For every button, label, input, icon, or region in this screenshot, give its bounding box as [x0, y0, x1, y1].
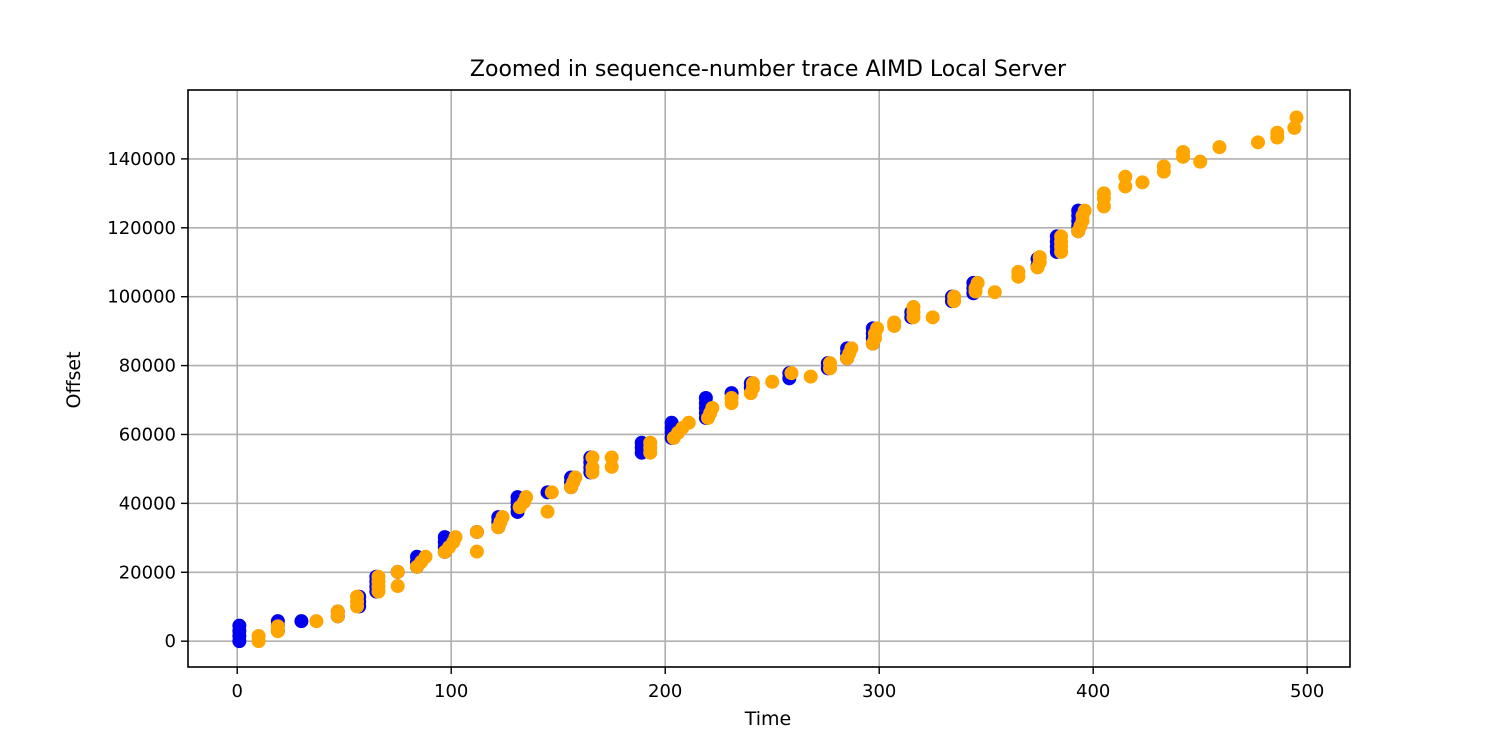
orange-point: [1270, 125, 1285, 140]
orange-point: [469, 544, 484, 559]
orange-point: [1118, 169, 1133, 184]
orange-point: [1193, 154, 1208, 169]
orange-point: [1032, 250, 1047, 265]
orange-point: [350, 589, 365, 604]
y-tick-label: 100000: [107, 287, 176, 308]
orange-point: [544, 485, 559, 500]
orange-point: [309, 614, 324, 629]
plot-frame: [187, 89, 1351, 668]
orange-point: [745, 376, 760, 391]
blue-point: [664, 415, 679, 430]
x-tick-label: 100: [434, 681, 468, 702]
orange-point: [418, 549, 433, 564]
orange-point: [469, 524, 484, 539]
y-tick-label: 80000: [119, 356, 176, 377]
orange-point: [519, 490, 534, 505]
orange-point: [705, 400, 720, 415]
orange-point: [251, 628, 266, 643]
orange-point: [1077, 203, 1092, 218]
orange-point: [925, 310, 940, 325]
orange-point: [1118, 179, 1133, 194]
orange-point: [643, 435, 658, 450]
axis-ticks: 0 100 200 300 400 500 0 20000 40000 60000 80000 100…: [107, 149, 1324, 702]
x-tick-label: 300: [862, 681, 896, 702]
orange-point: [1156, 159, 1171, 174]
orange-point: [724, 390, 739, 405]
orange-point: [585, 450, 600, 465]
orange-point: [887, 315, 902, 330]
orange-point: [844, 341, 859, 356]
orange-point: [604, 450, 619, 465]
x-tick-label: 500: [1290, 681, 1324, 702]
orange-point: [987, 285, 1002, 300]
y-axis-label: Offset: [63, 351, 85, 408]
x-tick-label: 400: [1076, 681, 1110, 702]
chart-title: Zoomed in sequence-number trace AIMD Loc…: [470, 57, 1067, 82]
orange-point: [568, 470, 583, 485]
orange-point: [270, 619, 285, 634]
y-tick-label: 60000: [119, 424, 176, 445]
orange-point: [1250, 135, 1265, 150]
orange-point: [1289, 110, 1304, 125]
orange-point: [371, 569, 386, 584]
x-axis-label: Time: [744, 708, 792, 730]
orange-point: [870, 321, 885, 336]
orange-point: [1096, 186, 1111, 201]
orange-point: [495, 510, 510, 525]
y-tick-label: 0: [165, 631, 176, 652]
orange-point: [330, 604, 345, 619]
orange-point: [390, 564, 405, 579]
blue-point: [232, 618, 247, 633]
orange-point: [1054, 229, 1069, 244]
orange-point: [803, 369, 818, 384]
orange-point: [1212, 140, 1227, 155]
orange-point: [448, 530, 463, 545]
orange-point: [784, 366, 799, 381]
x-tick-label: 0: [231, 681, 242, 702]
orange-point: [540, 504, 555, 519]
x-tick-label: 200: [648, 681, 682, 702]
orange-point: [947, 289, 962, 304]
scatter-points: [232, 110, 1304, 649]
y-tick-label: 120000: [107, 218, 176, 239]
y-tick-label: 20000: [119, 562, 176, 583]
blue-point: [294, 614, 309, 629]
blue-point: [698, 390, 713, 405]
orange-point: [906, 300, 921, 315]
orange-point: [1176, 145, 1191, 160]
orange-point: [1135, 175, 1150, 190]
orange-point: [970, 275, 985, 290]
grid: [188, 90, 1350, 667]
orange-point: [765, 374, 780, 389]
orange-point: [1011, 264, 1026, 279]
y-tick-label: 40000: [119, 493, 176, 514]
orange-point: [390, 579, 405, 594]
orange-point: [681, 415, 696, 430]
y-tick-label: 140000: [107, 149, 176, 170]
orange-point: [822, 356, 837, 371]
orange-point: [585, 460, 600, 475]
